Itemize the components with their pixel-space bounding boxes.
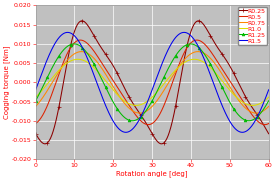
R0.75 bbox=[267, 105, 270, 107]
R0.75 bbox=[138, 112, 141, 114]
R0.25 bbox=[141, 117, 145, 119]
Line: R1.25: R1.25 bbox=[34, 42, 270, 122]
R0.75 bbox=[148, 108, 151, 110]
Line: R0.5: R0.5 bbox=[36, 40, 269, 125]
R1.0 bbox=[46, 83, 49, 85]
R1.0 bbox=[34, 96, 37, 98]
Line: R0.75: R0.75 bbox=[36, 52, 269, 113]
Line: R1.5: R1.5 bbox=[36, 32, 269, 132]
R0.75 bbox=[261, 111, 264, 113]
R0.5 bbox=[263, 123, 266, 126]
R0.75 bbox=[260, 111, 264, 113]
R1.5 bbox=[141, 112, 144, 114]
R1.25 bbox=[147, 105, 151, 107]
R0.5 bbox=[217, 63, 221, 66]
R1.25 bbox=[131, 120, 134, 122]
R0.25 bbox=[80, 20, 84, 22]
R1.25 bbox=[46, 76, 49, 78]
R1.0 bbox=[141, 103, 145, 105]
R1.25 bbox=[141, 114, 145, 116]
R0.5 bbox=[147, 123, 151, 126]
R0.5 bbox=[260, 123, 264, 125]
R0.25 bbox=[43, 143, 47, 145]
R1.0 bbox=[260, 101, 264, 103]
R0.5 bbox=[260, 123, 264, 125]
R1.25 bbox=[189, 43, 192, 45]
R1.25 bbox=[260, 110, 264, 112]
R1.25 bbox=[261, 110, 264, 112]
R1.0 bbox=[218, 76, 221, 78]
R1.25 bbox=[34, 100, 37, 102]
R1.0 bbox=[261, 101, 264, 103]
R1.0 bbox=[148, 99, 151, 101]
R0.25 bbox=[260, 121, 264, 123]
R1.5 bbox=[46, 58, 49, 60]
R0.75 bbox=[34, 105, 37, 107]
R1.25 bbox=[267, 100, 270, 102]
R1.5 bbox=[267, 89, 270, 91]
R0.5 bbox=[46, 104, 49, 106]
R0.5 bbox=[141, 122, 145, 124]
R0.5 bbox=[79, 39, 82, 41]
Legend: R0.25, R0.5, R0.75, R1.0, R1.25, R1.5: R0.25, R0.5, R0.75, R1.0, R1.25, R1.5 bbox=[238, 7, 267, 45]
R0.5 bbox=[267, 122, 270, 125]
Y-axis label: Cogging torque [Nm]: Cogging torque [Nm] bbox=[4, 46, 10, 119]
R1.25 bbox=[218, 81, 221, 83]
R1.5 bbox=[241, 131, 244, 133]
R0.75 bbox=[141, 112, 145, 114]
R0.25 bbox=[34, 133, 37, 135]
R0.75 bbox=[80, 51, 83, 53]
R0.25 bbox=[267, 133, 270, 135]
R1.5 bbox=[217, 97, 221, 99]
R0.25 bbox=[218, 49, 221, 51]
R0.25 bbox=[148, 127, 151, 130]
R1.5 bbox=[147, 97, 151, 99]
R1.0 bbox=[134, 104, 138, 107]
X-axis label: Rotation angle [deg]: Rotation angle [deg] bbox=[116, 170, 188, 177]
R1.5 bbox=[34, 89, 37, 91]
R1.5 bbox=[182, 31, 186, 33]
R0.25 bbox=[46, 141, 49, 144]
R1.0 bbox=[267, 96, 270, 98]
R1.5 bbox=[261, 105, 264, 107]
Line: R1.0: R1.0 bbox=[36, 59, 269, 105]
R0.25 bbox=[261, 121, 264, 123]
R0.5 bbox=[34, 122, 37, 125]
R0.75 bbox=[46, 89, 49, 91]
R0.75 bbox=[218, 69, 221, 71]
R1.0 bbox=[76, 58, 79, 60]
Line: R0.25: R0.25 bbox=[34, 19, 270, 146]
R1.5 bbox=[260, 106, 264, 108]
